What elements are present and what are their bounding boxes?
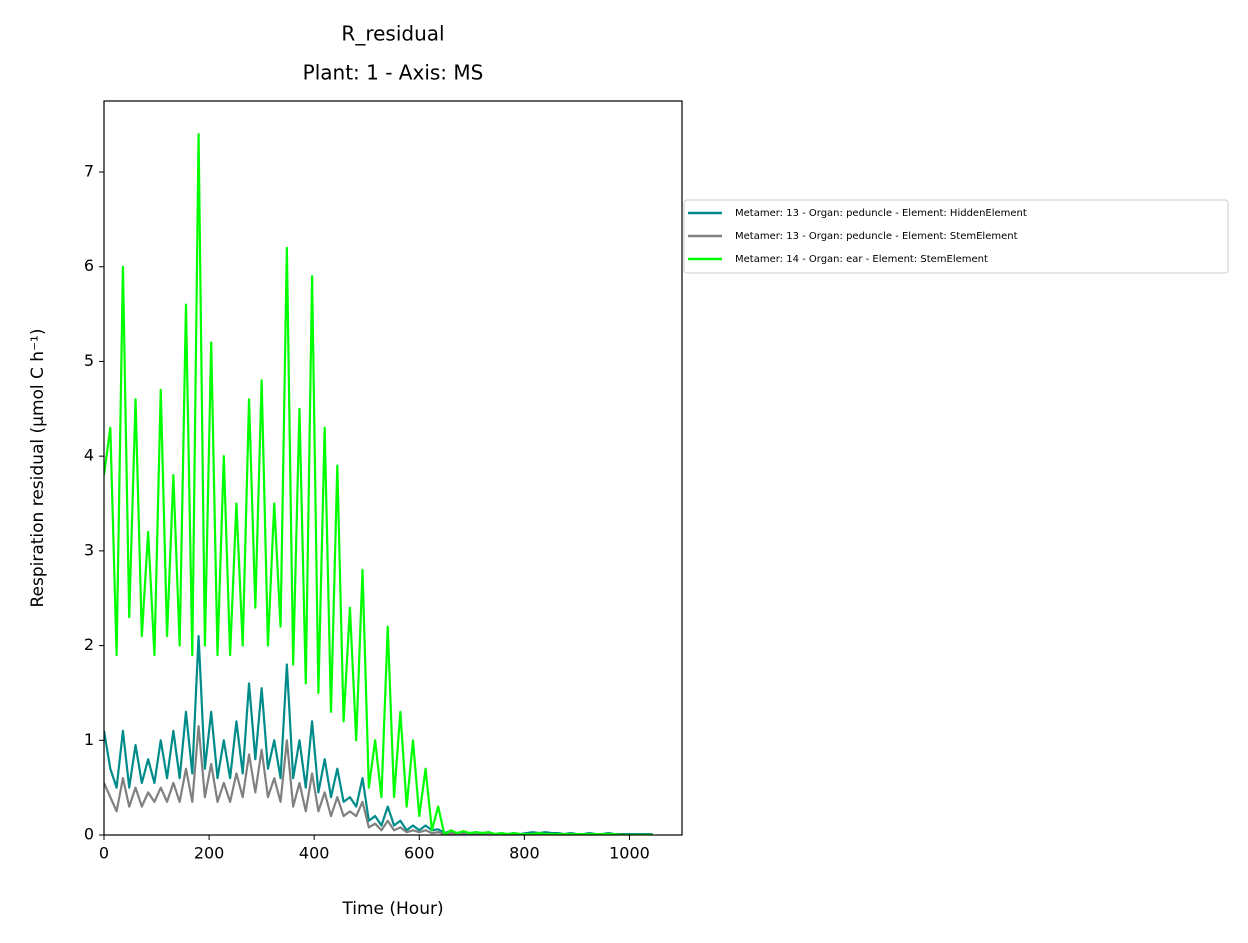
x-tick-label: 0 <box>99 844 109 863</box>
x-tick-label: 800 <box>509 844 540 863</box>
chart-title: R_residual <box>341 22 444 46</box>
y-tick-label: 1 <box>84 730 94 749</box>
y-tick-label: 7 <box>84 162 94 181</box>
legend-label: Metamer: 13 - Organ: peduncle - Element:… <box>735 231 1018 242</box>
y-tick-label: 5 <box>84 351 94 370</box>
y-axis-label: Respiration residual (µmol C h⁻¹) <box>28 328 48 607</box>
data-line <box>104 724 653 835</box>
chart-subtitle: Plant: 1 - Axis: MS <box>303 61 484 85</box>
y-tick-label: 2 <box>84 635 94 654</box>
y-tick-label: 6 <box>84 256 94 275</box>
x-tick-label: 400 <box>299 844 330 863</box>
data-line <box>104 635 653 835</box>
plot-frame <box>103 100 683 836</box>
legend-label: Metamer: 14 - Organ: ear - Element: Stem… <box>735 254 988 265</box>
legend-label: Metamer: 13 - Organ: peduncle - Element:… <box>735 208 1027 219</box>
x-axis-label: Time (Hour) <box>341 899 443 919</box>
y-tick-label: 3 <box>84 540 94 559</box>
x-tick-label: 1000 <box>609 844 650 863</box>
x-tick-label: 600 <box>404 844 435 863</box>
y-tick-label: 0 <box>84 825 94 844</box>
legend-box <box>683 199 1229 274</box>
data-line <box>104 133 653 835</box>
y-tick-label: 4 <box>84 446 94 465</box>
x-tick-label: 200 <box>194 844 225 863</box>
